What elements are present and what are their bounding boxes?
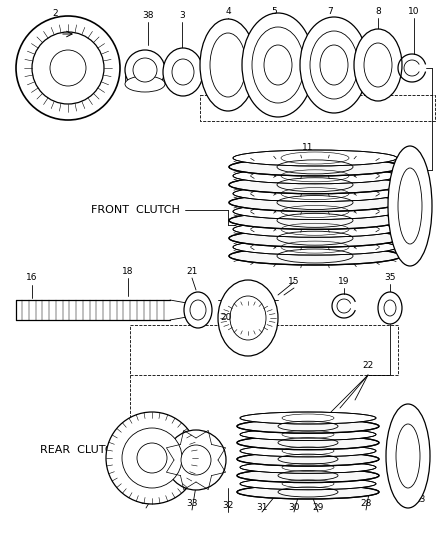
Ellipse shape <box>388 146 432 266</box>
Text: 20: 20 <box>220 313 232 322</box>
Text: 18: 18 <box>122 268 134 277</box>
Text: 33: 33 <box>186 499 198 508</box>
Text: 5: 5 <box>271 7 277 17</box>
Text: 8: 8 <box>375 7 381 17</box>
Ellipse shape <box>233 221 397 237</box>
Ellipse shape <box>184 292 212 328</box>
Ellipse shape <box>237 452 379 466</box>
Ellipse shape <box>233 168 397 184</box>
Ellipse shape <box>230 296 266 340</box>
Ellipse shape <box>240 462 376 473</box>
Ellipse shape <box>300 17 368 113</box>
Ellipse shape <box>378 292 402 324</box>
Text: 28: 28 <box>360 499 372 508</box>
Ellipse shape <box>240 429 376 440</box>
Text: 12: 12 <box>416 230 427 238</box>
Ellipse shape <box>190 300 206 320</box>
Text: 21: 21 <box>186 268 198 277</box>
Text: 34: 34 <box>140 497 152 506</box>
Text: 23: 23 <box>414 496 426 505</box>
Ellipse shape <box>229 158 401 176</box>
Text: 3: 3 <box>179 12 185 20</box>
Ellipse shape <box>229 247 401 265</box>
Text: 14: 14 <box>252 233 264 243</box>
Text: 7: 7 <box>327 7 333 17</box>
Text: 16: 16 <box>26 273 38 282</box>
Text: 29: 29 <box>312 504 324 513</box>
Text: 4: 4 <box>225 7 231 17</box>
Ellipse shape <box>233 150 397 166</box>
Text: 10: 10 <box>408 7 420 17</box>
Ellipse shape <box>354 29 402 101</box>
Ellipse shape <box>320 45 348 85</box>
Text: 15: 15 <box>288 278 300 287</box>
Circle shape <box>122 428 182 488</box>
Ellipse shape <box>240 412 376 424</box>
Text: FRONT  CLUTCH: FRONT CLUTCH <box>91 205 180 215</box>
Circle shape <box>125 50 165 90</box>
Ellipse shape <box>242 13 314 117</box>
Text: 19: 19 <box>338 278 350 287</box>
Ellipse shape <box>237 469 379 482</box>
Circle shape <box>137 443 167 473</box>
Ellipse shape <box>229 176 401 193</box>
Ellipse shape <box>237 485 379 499</box>
Ellipse shape <box>163 48 203 96</box>
Ellipse shape <box>229 193 401 212</box>
Ellipse shape <box>240 478 376 490</box>
Ellipse shape <box>386 404 430 508</box>
Ellipse shape <box>218 280 278 356</box>
Text: 2: 2 <box>52 10 58 19</box>
Ellipse shape <box>240 445 376 457</box>
Text: 31: 31 <box>256 504 268 513</box>
Ellipse shape <box>233 204 397 220</box>
Bar <box>130 325 398 375</box>
Text: 38: 38 <box>142 12 154 20</box>
Text: 30: 30 <box>288 504 300 513</box>
Ellipse shape <box>229 212 401 229</box>
Ellipse shape <box>200 19 256 111</box>
Ellipse shape <box>364 43 392 87</box>
Ellipse shape <box>396 424 420 488</box>
Ellipse shape <box>229 229 401 247</box>
Ellipse shape <box>237 419 379 433</box>
Circle shape <box>50 50 86 86</box>
Ellipse shape <box>233 185 397 201</box>
Ellipse shape <box>310 31 358 99</box>
Ellipse shape <box>252 27 304 103</box>
Bar <box>200 95 435 121</box>
Circle shape <box>106 412 198 504</box>
Ellipse shape <box>264 45 292 85</box>
Ellipse shape <box>398 168 422 244</box>
Ellipse shape <box>384 300 396 316</box>
Text: 13: 13 <box>380 236 392 245</box>
Circle shape <box>133 58 157 82</box>
Ellipse shape <box>237 435 379 450</box>
Circle shape <box>166 430 226 490</box>
Text: 11: 11 <box>302 143 314 152</box>
Circle shape <box>16 16 120 120</box>
Circle shape <box>32 32 104 104</box>
Ellipse shape <box>233 239 397 255</box>
Ellipse shape <box>172 59 194 85</box>
Text: REAR  CLUTCH: REAR CLUTCH <box>39 445 120 455</box>
Text: 35: 35 <box>384 273 396 282</box>
Text: 32: 32 <box>223 502 234 511</box>
Circle shape <box>181 445 211 475</box>
Ellipse shape <box>210 33 246 97</box>
Ellipse shape <box>125 76 165 92</box>
Text: 22: 22 <box>362 361 374 370</box>
